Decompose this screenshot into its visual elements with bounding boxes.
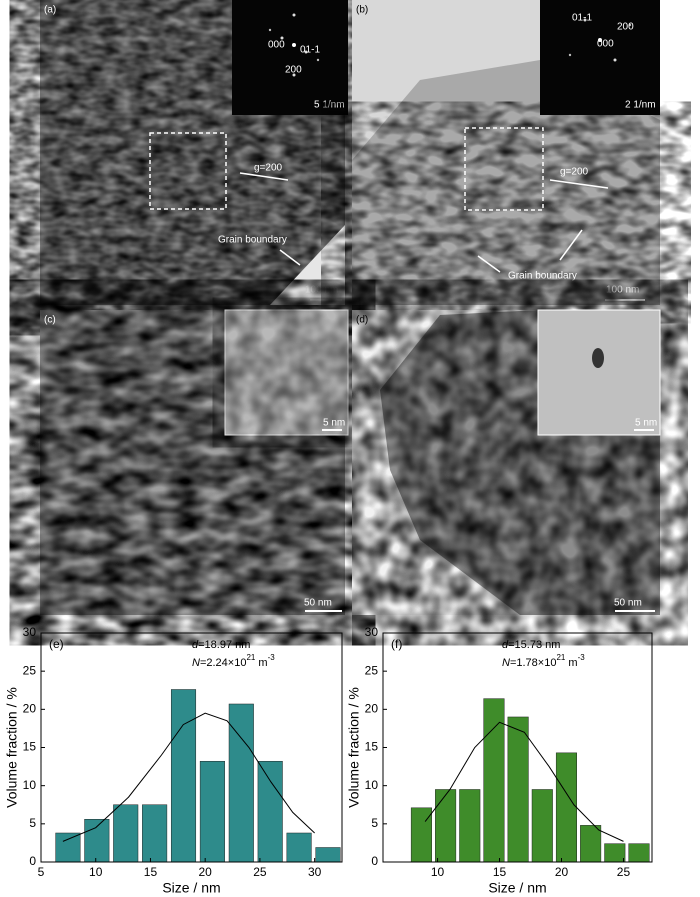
annotation-part: =18.97 nm [198,639,250,651]
annotation-part: 21 [556,653,565,662]
x-tick-label: 25 [253,865,267,879]
panel-label: (f) [391,637,402,651]
x-axis-label: Size / nm [162,880,220,896]
y-tick-label: 0 [371,854,378,868]
micrograph-c: (c) 5 nm 50 nm [40,309,349,615]
bar [199,760,225,863]
x-tick-label: 10 [431,865,445,879]
bar [410,807,432,863]
panel-label: (d) [356,315,368,326]
x-tick-label: 20 [555,865,569,879]
y-tick-label: 20 [23,702,37,716]
annotation-part: =2.24×10 [200,657,247,669]
bar [315,847,341,863]
scale-label: 100 nm [606,285,639,296]
bar [142,804,168,863]
y-tick-label: 30 [23,625,37,639]
x-tick-label: 20 [199,865,213,879]
spot-label: 01-1 [572,13,592,24]
y-tick-label: 15 [23,740,37,754]
annotation-part: =15.73 nm [508,639,560,651]
y-axis-label: Volume fraction / % [346,687,362,808]
micrograph-b: (b) 01-1 200 000 2 1/nm g=200 Grain boun… [352,0,660,305]
y-tick-label: 0 [29,854,36,868]
y-tick-label: 15 [365,740,379,754]
panel-label: (b) [356,5,368,16]
x-tick-label: 15 [493,865,507,879]
g-label: g=200 [254,163,283,174]
annotation-part: d [502,639,509,651]
scale-label: 5 1/nm [314,100,345,111]
annotation-part: 21 [246,653,255,662]
x-tick-label: 15 [144,865,158,879]
bar [531,789,553,863]
scale-label: 5 nm [323,418,345,429]
spot-label: 200 [285,65,302,76]
annotation-part: -3 [578,653,586,662]
panel-label: (e) [49,637,64,651]
bar [170,689,197,863]
scale-label: 2 1/nm [625,100,656,111]
bar [604,843,626,863]
annotation: N=2.24×1021 m-3 [192,653,275,669]
annotation-part: m [565,657,577,669]
bar [459,789,481,863]
bar [628,843,650,863]
annotation: d=18.97 nm [192,639,250,651]
y-tick-label: 10 [23,778,37,792]
bar [435,789,457,863]
panel-label: (c) [44,315,56,326]
fit-curve [62,712,315,842]
y-axis-label: Volume fraction / % [4,687,20,808]
y-tick-label: 25 [23,663,37,677]
annotation-part: N [502,657,510,669]
bar [257,760,283,863]
spot-label: 000 [268,40,285,51]
bar [55,832,81,863]
annotation-part: N [192,657,200,669]
bar [84,819,110,863]
bar [555,752,577,863]
y-tick-label: 5 [371,816,378,830]
fit-curve [424,721,624,842]
annotation: d=15.73 nm [502,639,560,651]
spot-label: 000 [597,39,614,50]
annotation-part: =1.78×10 [510,657,557,669]
spot-label: 01-1 [300,45,320,56]
annotation: N=1.78×1021 m-3 [502,653,585,669]
bar [507,716,529,863]
y-tick-label: 5 [29,816,36,830]
bar [113,804,139,863]
annotation: Grain boundary [508,271,577,282]
bar [286,832,312,863]
y-tick-label: 10 [365,778,379,792]
y-tick-label: 30 [365,625,379,639]
annotation-part: -3 [268,653,276,662]
scale-label: 50 nm [614,598,642,609]
scale-label: 50 nm [304,598,332,609]
annotation: Grain boundary [218,235,287,246]
scale-label: 5 nm [635,418,657,429]
panel-label: (a) [44,5,56,16]
annotation-part: d [192,639,199,651]
y-tick-label: 20 [365,702,379,716]
annotation-part: m [255,657,267,669]
x-tick-label: 25 [617,865,631,879]
g-label: g=200 [560,167,589,178]
bar [580,825,602,863]
x-tick-label: 5 [38,865,45,879]
scale-label: 100 nm [305,285,338,296]
x-tick-label: 10 [89,865,103,879]
micrograph-a: (a) 000 01-1 200 5 1/nm g=200 Grain boun… [40,0,348,305]
spot-label: 200 [617,22,634,33]
micrograph-d: (d) 5 nm 50 nm [352,309,661,615]
bar [228,703,254,863]
y-tick-label: 25 [365,663,379,677]
x-tick-label: 30 [308,865,322,879]
x-axis-label: Size / nm [488,880,546,896]
